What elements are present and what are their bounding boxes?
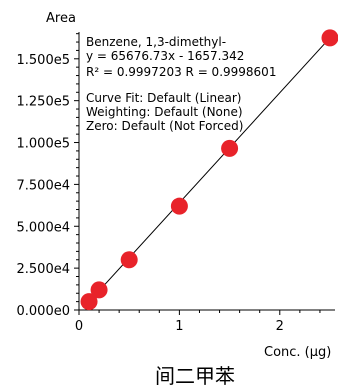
fit-annotations: Benzene, 1,3-dimethyl-y = 65676.73x - 16… <box>86 35 276 133</box>
data-point <box>120 251 138 269</box>
annotation-line: y = 65676.73x - 1657.342 <box>86 49 244 63</box>
x-tick-label: 0 <box>75 319 83 334</box>
data-point <box>170 197 188 215</box>
annotation-line: Weighting: Default (None) <box>86 105 243 119</box>
chart-title: 间二甲苯 <box>155 364 235 388</box>
annotation-line: R² = 0.9997203 R = 0.9998601 <box>86 65 276 79</box>
y-tick-label: 1.250e5 <box>17 95 71 110</box>
x-tick-label: 2 <box>276 319 284 334</box>
y-tick-label: 7.500e4 <box>17 178 71 193</box>
data-point <box>80 293 98 311</box>
annotation-line: Curve Fit: Default (Linear) <box>86 91 241 105</box>
y-tick-label: 1.500e5 <box>17 53 71 68</box>
y-axis-label: Area <box>46 11 76 26</box>
data-point <box>221 139 239 157</box>
annotation-line: Zero: Default (Not Forced) <box>86 119 243 133</box>
x-axis-label: Conc. (µg) <box>264 345 331 360</box>
annotation-line: Benzene, 1,3-dimethyl- <box>86 35 226 49</box>
axes: 0.000e0 2.500e4 5.000e4 7.500e4 1.000e5 1.250… <box>17 32 335 334</box>
x-tick-label: 1 <box>175 319 183 334</box>
data-point <box>321 29 338 47</box>
data-points <box>80 29 338 311</box>
y-tick-label: 5.000e4 <box>17 220 71 235</box>
y-tick-label: 0.000e0 <box>17 304 71 319</box>
data-point <box>90 281 108 299</box>
y-tick-label: 2.500e4 <box>17 262 71 277</box>
y-tick-label: 1.000e5 <box>17 137 71 152</box>
